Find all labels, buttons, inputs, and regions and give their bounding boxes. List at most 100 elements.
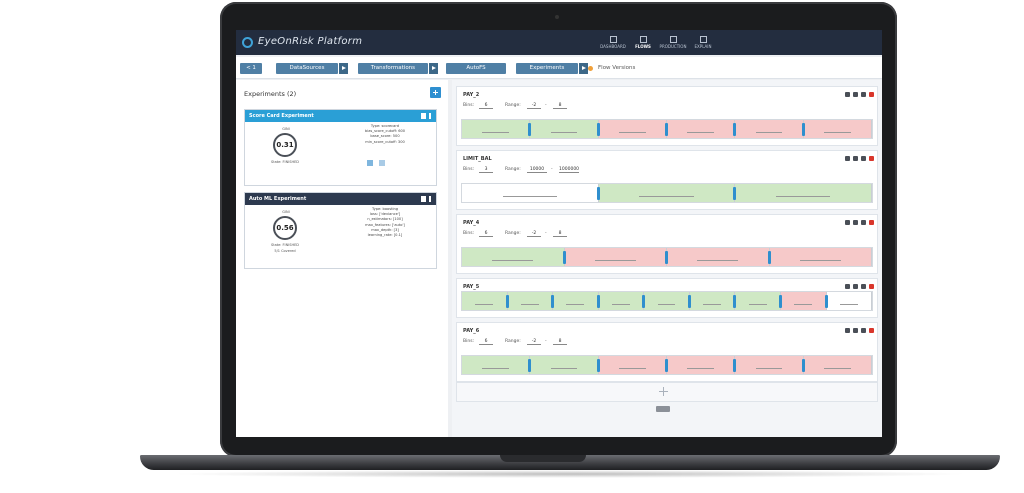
bins-value[interactable]: 6	[479, 103, 493, 109]
range-min[interactable]: 10000	[527, 167, 547, 173]
bin-segment[interactable]	[530, 120, 600, 138]
row-icon[interactable]	[853, 284, 858, 289]
row-icon[interactable]	[853, 328, 858, 333]
bin-handle[interactable]	[665, 251, 668, 264]
add-button[interactable]	[430, 87, 441, 98]
bin-segment[interactable]	[735, 120, 805, 138]
range-max[interactable]: 1000000	[559, 167, 580, 173]
bin-segment[interactable]	[462, 184, 600, 202]
step-button[interactable]: Transformations	[358, 63, 428, 74]
bin-handle[interactable]	[733, 187, 737, 200]
bin-handle[interactable]	[687, 295, 691, 308]
bin-handle[interactable]	[596, 123, 600, 136]
bin-segment[interactable]	[735, 356, 805, 374]
row-icon[interactable]	[861, 92, 866, 97]
bin-handle[interactable]	[801, 123, 805, 136]
bin-segment[interactable]	[666, 120, 737, 138]
range-max[interactable]: 8	[553, 339, 567, 345]
bin-handle[interactable]	[528, 123, 532, 136]
bin-handle[interactable]	[596, 187, 600, 200]
flow-versions[interactable]: Flow Versions	[598, 65, 636, 71]
bin-segment[interactable]	[462, 292, 509, 310]
row-icon[interactable]	[845, 220, 850, 225]
row-icon[interactable]	[861, 328, 866, 333]
back-button[interactable]: < 1	[240, 63, 262, 74]
bin-handle[interactable]	[733, 123, 737, 136]
bin-segment[interactable]	[462, 120, 532, 138]
bin-handle[interactable]	[551, 295, 555, 308]
bin-handle[interactable]	[778, 295, 782, 308]
row-icon[interactable]	[845, 92, 850, 97]
experiment-card[interactable]: Auto ML Experiment GINI 0.56 State: FINISHE…	[244, 192, 437, 269]
bin-handle[interactable]	[733, 295, 737, 308]
row-icon[interactable]	[853, 156, 858, 161]
edit-icon[interactable]	[367, 160, 373, 166]
bin-handle[interactable]	[801, 359, 805, 372]
row-icon[interactable]	[845, 156, 850, 161]
bin-segment[interactable]	[530, 356, 600, 374]
range-min[interactable]: -2	[527, 103, 541, 109]
step-button[interactable]: AutoFS	[446, 63, 506, 74]
bin-segment[interactable]	[689, 292, 737, 310]
bin-segment[interactable]	[826, 292, 873, 310]
chart-icon[interactable]	[379, 160, 385, 166]
experiment-card[interactable]: Score Card Experiment GINI 0.31 State: FINI…	[244, 109, 437, 186]
step-button[interactable]: Experiments	[516, 63, 578, 74]
nav-item[interactable]: FLOWS	[635, 44, 651, 49]
row-icon[interactable]	[869, 220, 874, 225]
bin-segment[interactable]	[735, 292, 782, 310]
bin-segment[interactable]	[780, 292, 828, 310]
bins-value[interactable]: 3	[479, 167, 493, 173]
nav-item[interactable]: PRODUCTION	[659, 44, 687, 49]
row-icon[interactable]	[853, 220, 858, 225]
bin-segment[interactable]	[598, 120, 668, 138]
bin-handle[interactable]	[596, 359, 600, 372]
step-button[interactable]: DataSources	[276, 63, 338, 74]
range-min[interactable]: -2	[527, 339, 541, 345]
bin-segment[interactable]	[553, 292, 600, 310]
bin-segment[interactable]	[735, 184, 873, 202]
bin-handle[interactable]	[824, 295, 828, 308]
bin-segment[interactable]	[598, 356, 668, 374]
bin-handle[interactable]	[642, 295, 646, 308]
row-icon[interactable]	[861, 156, 866, 161]
row-icon[interactable]	[845, 328, 850, 333]
bin-segment[interactable]	[667, 248, 771, 266]
row-icon[interactable]	[869, 328, 874, 333]
small-button[interactable]	[656, 406, 670, 412]
range-max[interactable]: 8	[553, 231, 567, 237]
bin-segment[interactable]	[769, 248, 872, 266]
bin-handle[interactable]	[767, 251, 771, 264]
bin-handle[interactable]	[733, 359, 737, 372]
bin-segment[interactable]	[666, 356, 737, 374]
row-icon[interactable]	[861, 284, 866, 289]
step-arrow[interactable]	[429, 63, 438, 74]
step-arrow[interactable]	[579, 63, 588, 74]
bin-handle[interactable]	[562, 251, 566, 264]
row-icon[interactable]	[869, 284, 874, 289]
bin-segment[interactable]	[598, 184, 737, 202]
bin-segment[interactable]	[803, 120, 872, 138]
step-arrow[interactable]	[339, 63, 348, 74]
bin-handle[interactable]	[664, 123, 668, 136]
bin-handle[interactable]	[505, 295, 509, 308]
add-feature[interactable]	[456, 382, 878, 402]
bin-segment[interactable]	[462, 248, 566, 266]
bin-segment[interactable]	[598, 292, 646, 310]
row-icon[interactable]	[869, 92, 874, 97]
bins-value[interactable]: 6	[479, 339, 493, 345]
row-icon[interactable]	[869, 156, 874, 161]
bin-handle[interactable]	[664, 359, 668, 372]
bin-segment[interactable]	[507, 292, 555, 310]
nav-item[interactable]: EXPLAIN	[694, 44, 712, 49]
nav-item[interactable]: DASHBOARD	[600, 44, 626, 49]
row-icon[interactable]	[845, 284, 850, 289]
bin-handle[interactable]	[596, 295, 600, 308]
row-icon[interactable]	[861, 220, 866, 225]
range-min[interactable]: -2	[527, 231, 541, 237]
range-max[interactable]: 8	[553, 103, 567, 109]
bin-segment[interactable]	[564, 248, 668, 266]
bins-value[interactable]: 6	[479, 231, 493, 237]
bin-segment[interactable]	[462, 356, 532, 374]
bin-segment[interactable]	[644, 292, 691, 310]
